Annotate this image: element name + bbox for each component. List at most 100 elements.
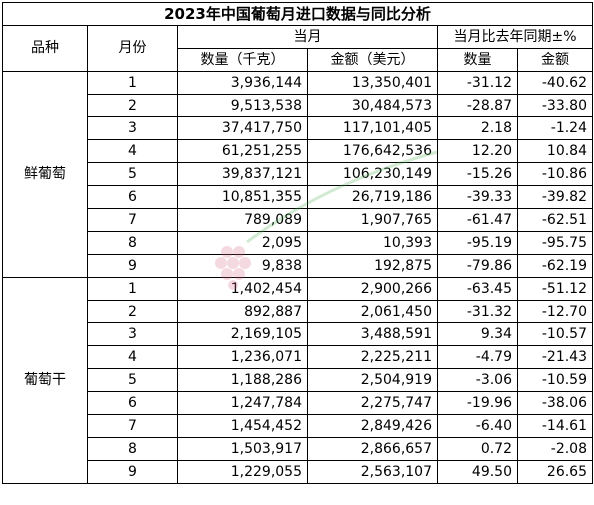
quantity-cell: 2,169,105 [177,322,308,347]
table-row: 6 1,247,784 2,275,747 -19.96 -38.06 [3,391,593,416]
amt-pct-cell: -39.82 [517,185,593,210]
table-title: 2023年中国葡萄月进口数据与同比分析 [2,2,593,26]
quantity-cell: 1,236,071 [177,345,308,370]
amt-pct-cell: -10.57 [517,322,593,347]
amt-pct-cell: -62.51 [517,208,593,232]
month-cell: 7 [87,414,178,438]
quantity-cell: 61,251,255 [177,139,308,164]
variety-cell: 葡萄干 [2,276,88,484]
amount-cell: 1,907,765 [307,208,438,232]
table-body: 鲜葡萄 1 3,936,144 13,350,401 -31.12 -40.62 2 9,51… [2,70,593,484]
amt-pct-cell: -1.24 [517,116,593,141]
qty-pct-cell: 12.20 [437,139,518,164]
header-qty-pct: 数量 [437,47,518,72]
amount-cell: 2,225,211 [307,345,438,370]
amount-cell: 30,484,573 [307,93,438,118]
quantity-cell: 10,851,355 [177,185,308,210]
qty-pct-cell: -19.96 [437,391,518,416]
amount-cell: 2,275,747 [307,391,438,416]
quantity-cell: 1,229,055 [177,459,308,484]
month-cell: 9 [87,459,178,484]
amt-pct-cell: -38.06 [517,391,593,416]
data-table-container: 2023年中国葡萄月进口数据与同比分析 品种 月份 当月 当月比去年同期±% 数… [2,2,593,484]
quantity-cell: 1,247,784 [177,391,308,416]
month-cell: 3 [87,116,178,141]
month-cell: 9 [87,253,178,278]
amt-pct-cell: -10.86 [517,162,593,187]
month-cell: 2 [87,299,178,324]
amount-cell: 2,900,266 [307,276,438,301]
table-row: 3 37,417,750 117,101,405 2.18 -1.24 [3,116,593,141]
month-cell: 8 [87,230,178,255]
amt-pct-cell: -95.75 [517,230,593,255]
month-cell: 8 [87,436,178,461]
qty-pct-cell: -95.19 [437,230,518,255]
month-cell: 1 [87,276,178,301]
header-yoy: 当月比去年同期±% [437,24,593,49]
quantity-cell: 892,887 [177,299,308,324]
amt-pct-cell: -51.12 [517,276,593,301]
quantity-cell: 1,503,917 [177,436,308,461]
amount-cell: 2,061,450 [307,299,438,324]
quantity-cell: 3,936,144 [177,70,308,95]
title-row: 2023年中国葡萄月进口数据与同比分析 [2,2,593,26]
amount-cell: 192,875 [307,253,438,278]
amt-pct-cell: 10.84 [517,139,593,164]
table-row: 鲜葡萄 1 3,936,144 13,350,401 -31.12 -40.62 [2,70,593,278]
header-row-2: 数量（千克） 金额（美元） 数量 金额 [3,47,593,72]
month-cell: 3 [87,322,178,347]
amt-pct-cell: -40.62 [517,70,593,95]
amount-cell: 2,866,657 [307,436,438,461]
month-cell: 1 [87,70,178,95]
table-row: 3 2,169,105 3,488,591 9.34 -10.57 [3,322,593,347]
amt-pct-cell: 26.65 [517,459,593,484]
qty-pct-cell: -31.12 [437,70,518,95]
table-row: 2 9,513,538 30,484,573 -28.87 -33.80 [3,93,593,118]
table-row: 9 9,838 192,875 -79.86 -62.19 [3,253,593,278]
table-row: 7 1,454,452 2,849,426 -6.40 -14.61 [3,414,593,438]
amt-pct-cell: -62.19 [517,253,593,278]
table-row: 2 892,887 2,061,450 -31.32 -12.70 [3,299,593,324]
quantity-cell: 1,454,452 [177,414,308,438]
table-row: 9 1,229,055 2,563,107 49.50 26.65 [3,459,593,484]
month-cell: 5 [87,368,178,393]
qty-pct-cell: -39.33 [437,185,518,210]
table-row: 8 2,095 10,393 -95.19 -95.75 [3,230,593,255]
grape-import-table: 2023年中国葡萄月进口数据与同比分析 品种 月份 当月 当月比去年同期±% 数… [2,2,593,484]
amount-cell: 2,849,426 [307,414,438,438]
quantity-cell: 39,837,121 [177,162,308,187]
amount-cell: 26,719,186 [307,185,438,210]
amt-pct-cell: -33.80 [517,93,593,118]
month-cell: 4 [87,139,178,164]
amount-cell: 13,350,401 [307,70,438,95]
table-row: 4 61,251,255 176,642,536 12.20 10.84 [3,139,593,164]
amount-cell: 117,101,405 [307,116,438,141]
table-row: 8 1,503,917 2,866,657 0.72 -2.08 [3,436,593,461]
month-cell: 6 [87,185,178,210]
table-row: 4 1,236,071 2,225,211 -4.79 -21.43 [3,345,593,370]
table-row: 7 789,089 1,907,765 -61.47 -62.51 [3,208,593,232]
amount-cell: 2,504,919 [307,368,438,393]
quantity-cell: 789,089 [177,208,308,232]
header-month: 月份 [87,24,178,72]
quantity-cell: 9,513,538 [177,93,308,118]
month-cell: 4 [87,345,178,370]
amount-cell: 3,488,591 [307,322,438,347]
amt-pct-cell: -21.43 [517,345,593,370]
month-cell: 2 [87,93,178,118]
header-row-1: 品种 月份 当月 当月比去年同期±% [2,24,593,72]
quantity-cell: 37,417,750 [177,116,308,141]
month-cell: 5 [87,162,178,187]
month-cell: 6 [87,391,178,416]
table-row: 葡萄干 1 1,402,454 2,900,266 -63.45 -51.12 [2,276,593,484]
qty-pct-cell: 49.50 [437,459,518,484]
amount-cell: 2,563,107 [307,459,438,484]
header-quantity: 数量（千克） [177,47,308,72]
qty-pct-cell: 2.18 [437,116,518,141]
amt-pct-cell: -12.70 [517,299,593,324]
quantity-cell: 1,402,454 [177,276,308,301]
amt-pct-cell: -10.59 [517,368,593,393]
table-row: 5 1,188,286 2,504,919 -3.06 -10.59 [3,368,593,393]
amt-pct-cell: -2.08 [517,436,593,461]
quantity-cell: 9,838 [177,253,308,278]
